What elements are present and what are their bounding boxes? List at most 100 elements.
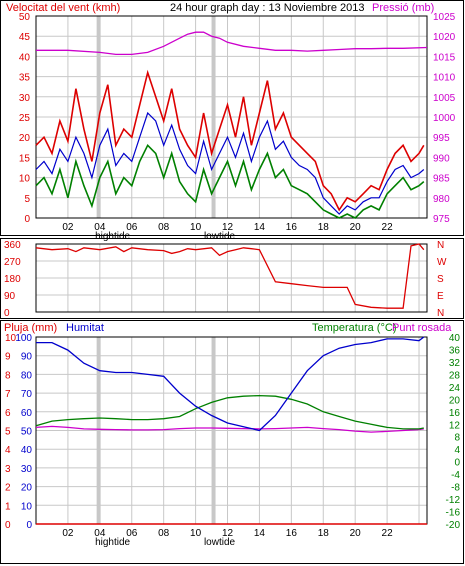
x-tick-p1-06: 06 xyxy=(126,222,138,233)
rain-tick-9: 9 xyxy=(5,352,11,363)
humidity-tick-60: 60 xyxy=(21,408,33,419)
compass-tick-S: S xyxy=(437,274,444,285)
rain-tick-5: 5 xyxy=(5,427,11,438)
x-tick-p1-hightide: hightide xyxy=(95,231,130,242)
wind-speed-series xyxy=(35,143,425,219)
humidity-tick-70: 70 xyxy=(21,389,33,400)
temp-tick--8: -8 xyxy=(451,483,460,494)
temperature-axis-label: Temperatura (°C) xyxy=(312,322,396,334)
rain-tick-7: 7 xyxy=(5,389,11,400)
x-tick-p3-02: 02 xyxy=(62,528,74,539)
temp-tick-16: 16 xyxy=(449,408,461,419)
x-tick-p1-20: 20 xyxy=(350,222,362,233)
x-tick-p3-22: 22 xyxy=(382,528,394,539)
humidity-series xyxy=(36,336,425,432)
wind-tick-15: 15 xyxy=(19,153,31,164)
wind-tick-30: 30 xyxy=(19,93,31,104)
temp-tick-4: 4 xyxy=(454,445,460,456)
dir-tick-0: 0 xyxy=(4,308,10,319)
temp-tick--12: -12 xyxy=(446,495,461,506)
humidity-tick-80: 80 xyxy=(21,370,33,381)
pressure-tick-1005: 1005 xyxy=(433,93,456,104)
pressure-axis-label: Pressió (mb) xyxy=(372,2,434,14)
avg-wind-series xyxy=(35,111,425,215)
temp-tick-32: 32 xyxy=(449,358,461,369)
x-tick-p3-14: 14 xyxy=(254,528,266,539)
pressure-series xyxy=(36,31,428,56)
x-tick-p3-18: 18 xyxy=(318,528,330,539)
compass-tick-N: N xyxy=(437,308,444,319)
pressure-tick-1000: 1000 xyxy=(433,113,456,124)
humidity-tick-20: 20 xyxy=(21,483,33,494)
x-tick-p3-hightide: hightide xyxy=(95,537,130,548)
panel-direction-frame xyxy=(0,238,464,319)
x-tick-p1-10: 10 xyxy=(190,222,202,233)
wind-tick-25: 25 xyxy=(19,113,31,124)
x-tick-p1-lowtide: lowtide xyxy=(204,231,236,242)
rain-tick-6: 6 xyxy=(5,408,11,419)
x-tick-p3-10: 10 xyxy=(190,528,202,539)
temp-tick--4: -4 xyxy=(451,470,460,481)
rain-tick-3: 3 xyxy=(5,464,11,475)
temp-tick-24: 24 xyxy=(449,383,461,394)
dir-tick-90: 90 xyxy=(4,291,16,302)
x-tick-p1-12: 12 xyxy=(222,222,234,233)
wind-tick-45: 45 xyxy=(19,32,31,43)
rain-axis-label: Pluja (mm) xyxy=(4,322,57,334)
gust-series xyxy=(35,69,425,212)
pressure-tick-975: 975 xyxy=(433,214,450,225)
dew-point-series xyxy=(35,425,424,433)
x-tick-p1-04: 04 xyxy=(94,222,106,233)
x-tick-p3-20: 20 xyxy=(350,528,362,539)
humidity-tick-40: 40 xyxy=(21,445,33,456)
temp-tick-12: 12 xyxy=(449,420,461,431)
pressure-tick-990: 990 xyxy=(433,153,450,164)
x-tick-p3-12: 12 xyxy=(222,528,234,539)
pressure-tick-1015: 1015 xyxy=(433,52,456,63)
x-tick-p1-16: 16 xyxy=(286,222,298,233)
compass-tick-E: E xyxy=(437,291,444,302)
pressure-tick-1020: 1020 xyxy=(433,32,456,43)
humidity-tick-90: 90 xyxy=(21,352,33,363)
wind-tick-40: 40 xyxy=(19,52,31,63)
x-tick-p1-18: 18 xyxy=(318,222,330,233)
humidity-axis-label: Humitat xyxy=(66,322,104,334)
wind-tick-10: 10 xyxy=(19,174,31,185)
dir-tick-270: 270 xyxy=(4,257,21,268)
wind-tick-20: 20 xyxy=(19,133,31,144)
pressure-tick-980: 980 xyxy=(433,194,450,205)
wind-tick-5: 5 xyxy=(24,194,30,205)
x-tick-p1-02: 02 xyxy=(62,222,74,233)
temp-tick-20: 20 xyxy=(449,395,461,406)
x-tick-p1-14: 14 xyxy=(254,222,266,233)
x-tick-p3-16: 16 xyxy=(286,528,298,539)
rain-tick-4: 4 xyxy=(5,445,11,456)
humidity-tick-10: 10 xyxy=(21,501,33,512)
pressure-tick-1025: 1025 xyxy=(433,12,456,23)
temp-tick--20: -20 xyxy=(446,520,461,531)
compass-tick-N: N xyxy=(437,240,444,251)
graph-title: 24 hour graph day : 13 Noviembre 2013 xyxy=(170,2,364,14)
temp-tick-8: 8 xyxy=(454,433,460,444)
rain-tick-2: 2 xyxy=(5,483,11,494)
humidity-tick-30: 30 xyxy=(21,464,33,475)
wind-tick-35: 35 xyxy=(19,73,31,84)
panel-wind-pressure-frame xyxy=(0,0,464,236)
temp-tick-0: 0 xyxy=(454,458,460,469)
dir-tick-360: 360 xyxy=(4,240,21,251)
rain-tick-0: 0 xyxy=(5,520,11,531)
pressure-tick-995: 995 xyxy=(433,133,450,144)
wind-pressure-plot: 0510152025303540455097598098599099510001… xyxy=(19,12,456,242)
temp-tick-36: 36 xyxy=(449,345,461,356)
humidity-tick-100: 100 xyxy=(15,333,32,344)
plot-area-direction xyxy=(35,243,428,313)
humidity-tick-0: 0 xyxy=(26,520,32,531)
x-tick-p1-08: 08 xyxy=(158,222,170,233)
rain-tick-10: 10 xyxy=(5,333,17,344)
wind-speed-axis-label: Velocitat del vent (kmh) xyxy=(6,2,120,14)
x-tick-p3-lowtide: lowtide xyxy=(204,537,236,548)
dir-tick-180: 180 xyxy=(4,274,21,285)
